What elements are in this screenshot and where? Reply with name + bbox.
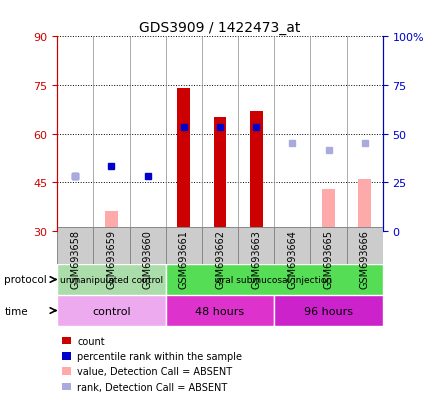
Text: value, Detection Call = ABSENT: value, Detection Call = ABSENT	[77, 366, 232, 376]
Bar	[274, 227, 311, 264]
Bar	[177, 89, 190, 231]
Text: GSM693665: GSM693665	[323, 230, 334, 289]
Bar	[129, 227, 166, 264]
Text: rank, Detection Call = ABSENT: rank, Detection Call = ABSENT	[77, 382, 227, 392]
Bar	[105, 212, 118, 231]
Text: count: count	[77, 336, 105, 346]
Text: GSM693662: GSM693662	[215, 230, 225, 289]
Text: time: time	[4, 306, 28, 316]
Text: percentile rank within the sample: percentile rank within the sample	[77, 351, 242, 361]
Text: 96 hours: 96 hours	[304, 306, 353, 316]
Bar	[141, 228, 154, 231]
Bar	[214, 118, 226, 231]
Bar	[322, 189, 335, 231]
Bar	[274, 295, 383, 326]
Title: GDS3909 / 1422473_at: GDS3909 / 1422473_at	[139, 21, 301, 35]
Bar	[57, 295, 166, 326]
Bar	[250, 112, 263, 231]
Text: GSM693658: GSM693658	[70, 230, 80, 289]
Text: GSM693660: GSM693660	[143, 230, 153, 289]
Bar	[166, 227, 202, 264]
Bar	[57, 264, 166, 295]
Bar	[311, 227, 347, 264]
Text: GSM693664: GSM693664	[287, 230, 297, 289]
Text: oral submucosal injection: oral submucosal injection	[216, 275, 332, 284]
Text: protocol: protocol	[4, 275, 47, 285]
Text: GSM693666: GSM693666	[360, 230, 370, 289]
Bar	[57, 227, 93, 264]
Text: GSM693661: GSM693661	[179, 230, 189, 289]
Bar	[166, 295, 274, 326]
Bar	[202, 227, 238, 264]
Bar	[238, 227, 274, 264]
Text: GSM693663: GSM693663	[251, 230, 261, 289]
Bar	[166, 264, 383, 295]
Text: unmanipulated control: unmanipulated control	[60, 275, 163, 284]
Bar	[347, 227, 383, 264]
Bar	[93, 227, 129, 264]
Text: GSM693659: GSM693659	[106, 230, 117, 289]
Text: control: control	[92, 306, 131, 316]
Bar	[359, 180, 371, 231]
Text: 48 hours: 48 hours	[195, 306, 245, 316]
